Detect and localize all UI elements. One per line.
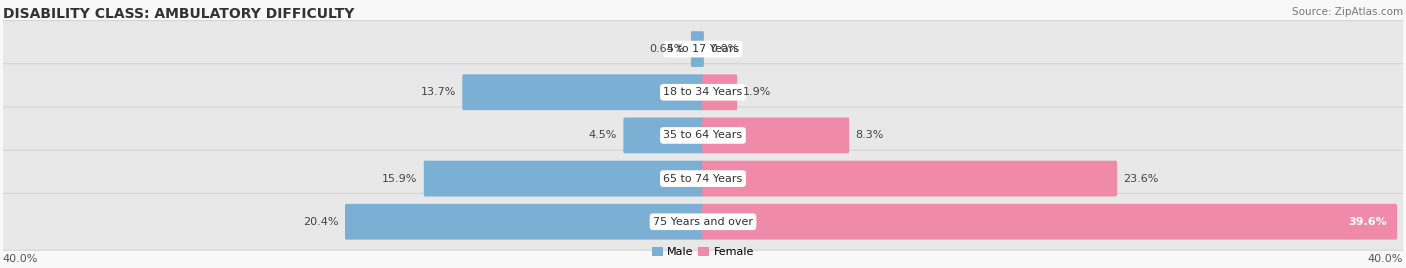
Text: 5 to 17 Years: 5 to 17 Years bbox=[666, 44, 740, 54]
FancyBboxPatch shape bbox=[702, 74, 737, 110]
Text: 18 to 34 Years: 18 to 34 Years bbox=[664, 87, 742, 97]
FancyBboxPatch shape bbox=[463, 74, 704, 110]
Text: 65 to 74 Years: 65 to 74 Years bbox=[664, 174, 742, 184]
Text: 0.0%: 0.0% bbox=[710, 44, 738, 54]
Text: Source: ZipAtlas.com: Source: ZipAtlas.com bbox=[1292, 7, 1403, 17]
Text: 75 Years and over: 75 Years and over bbox=[652, 217, 754, 227]
FancyBboxPatch shape bbox=[702, 161, 1116, 196]
FancyBboxPatch shape bbox=[0, 107, 1406, 164]
Legend: Male, Female: Male, Female bbox=[647, 242, 759, 262]
Text: 13.7%: 13.7% bbox=[420, 87, 456, 97]
Text: DISABILITY CLASS: AMBULATORY DIFFICULTY: DISABILITY CLASS: AMBULATORY DIFFICULTY bbox=[3, 7, 354, 21]
Text: 35 to 64 Years: 35 to 64 Years bbox=[664, 131, 742, 140]
FancyBboxPatch shape bbox=[702, 118, 849, 153]
Text: 4.5%: 4.5% bbox=[589, 131, 617, 140]
Text: 15.9%: 15.9% bbox=[382, 174, 418, 184]
Text: 20.4%: 20.4% bbox=[304, 217, 339, 227]
Text: 1.9%: 1.9% bbox=[744, 87, 772, 97]
FancyBboxPatch shape bbox=[423, 161, 704, 196]
Text: 40.0%: 40.0% bbox=[1368, 254, 1403, 264]
Text: 40.0%: 40.0% bbox=[3, 254, 38, 264]
Text: 23.6%: 23.6% bbox=[1123, 174, 1159, 184]
FancyBboxPatch shape bbox=[0, 193, 1406, 250]
FancyBboxPatch shape bbox=[690, 31, 704, 67]
FancyBboxPatch shape bbox=[702, 204, 1398, 240]
FancyBboxPatch shape bbox=[344, 204, 704, 240]
FancyBboxPatch shape bbox=[0, 64, 1406, 121]
Text: 0.64%: 0.64% bbox=[650, 44, 685, 54]
Text: 39.6%: 39.6% bbox=[1348, 217, 1388, 227]
FancyBboxPatch shape bbox=[0, 150, 1406, 207]
Text: 8.3%: 8.3% bbox=[855, 131, 884, 140]
FancyBboxPatch shape bbox=[623, 118, 704, 153]
FancyBboxPatch shape bbox=[0, 21, 1406, 77]
